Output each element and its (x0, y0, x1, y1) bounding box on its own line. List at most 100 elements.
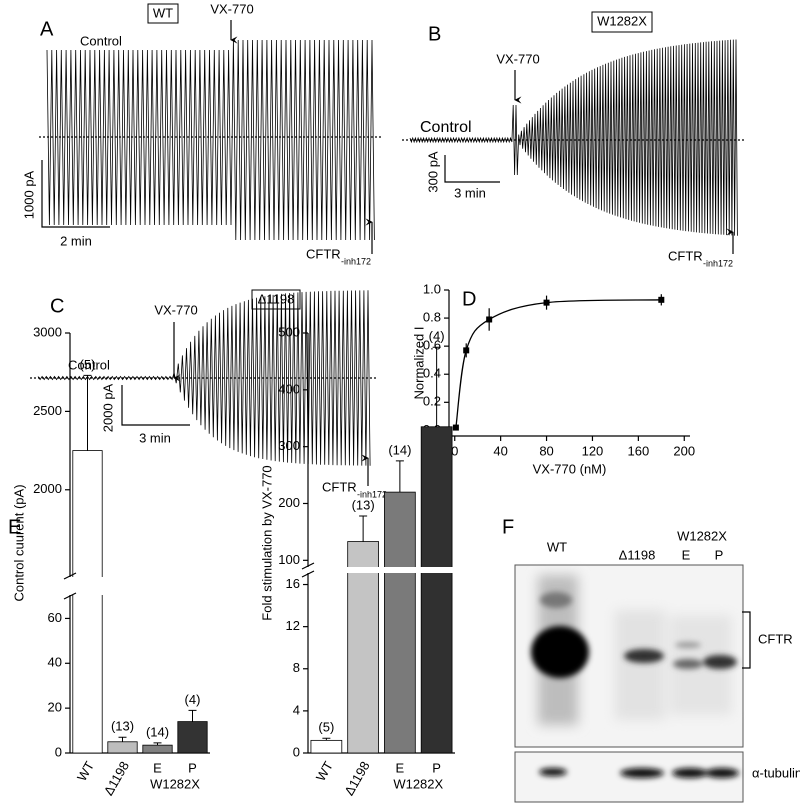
y-tick-label: 0.2 (423, 394, 441, 409)
band-label: CFTR (758, 631, 793, 646)
current-trace (409, 39, 738, 236)
trace-label: W1282X (597, 13, 647, 28)
trace-label: Δ1198 (258, 291, 295, 306)
panel-letter: B (428, 23, 441, 45)
scale-x: 2 min (60, 233, 92, 248)
scale-y: 2000 pA (100, 383, 115, 432)
error-bar (188, 709, 197, 722)
x-tick-label: P (432, 760, 441, 775)
x-tick-label: Δ1198 (341, 759, 372, 798)
scale-x: 3 min (139, 430, 171, 445)
y-tick-label: 20 (48, 700, 62, 715)
y-axis-label: Control cuurent (pA) (11, 484, 26, 601)
inhibitor-label: CFTR (322, 479, 357, 494)
lane-label: E (682, 547, 691, 562)
panel-letter: C (50, 295, 64, 317)
n-label: (14) (388, 442, 411, 457)
y-tick-label: 200 (278, 495, 300, 510)
inhibitor-sub: -inh172 (341, 256, 371, 266)
drug-label: VX-770 (496, 51, 539, 66)
y-axis-label: Fold stimulation by VX-770 (259, 465, 274, 620)
x-tick-label: 200 (673, 443, 695, 458)
inhibitor-sub: -inh172 (703, 258, 733, 268)
label-box (251, 289, 301, 310)
x-tick-label: E (396, 760, 405, 775)
point (452, 424, 459, 431)
x-tick-label: E (153, 760, 162, 775)
control-label: Control (68, 357, 110, 372)
x-tick-label: 0 (451, 443, 458, 458)
y-tick-label: 1.0 (423, 281, 441, 296)
y-tick-label: 2000 (33, 481, 62, 496)
band-label: α-tubulin (752, 765, 800, 780)
group-label: W1282X (150, 776, 200, 791)
error-bar (83, 374, 92, 451)
bracket (742, 611, 751, 669)
bar (384, 491, 416, 754)
panel-letter: E (8, 516, 21, 538)
panel-letter: A (40, 18, 54, 40)
y-tick-label: 0 (55, 744, 62, 759)
point (658, 296, 665, 303)
axis-break (300, 567, 457, 573)
y-tick-label: 2500 (33, 403, 62, 418)
point (486, 316, 493, 323)
bar (72, 450, 103, 754)
x-tick-label: 120 (582, 443, 604, 458)
n-label: (13) (111, 719, 134, 734)
bar (107, 741, 138, 754)
current-trace (46, 39, 375, 241)
bands (531, 592, 739, 778)
break-mark (301, 570, 315, 578)
y-tick-label: 3000 (33, 324, 62, 339)
n-label: (13) (352, 497, 375, 512)
lane-label: Δ1198 (619, 547, 656, 562)
y-tick-label: 400 (278, 381, 300, 396)
n-label: (4) (429, 329, 445, 344)
control-label: Control (80, 33, 122, 48)
current-trace (37, 290, 371, 466)
error-bar (359, 515, 368, 542)
lane-label: WT (547, 539, 567, 554)
drug-label: VX-770 (210, 1, 253, 16)
point (463, 347, 470, 354)
y-tick-label: 0.4 (423, 366, 441, 381)
bar (347, 541, 379, 754)
y-tick-label: 40 (48, 655, 62, 670)
bar (420, 426, 453, 754)
n-label: (14) (146, 724, 169, 739)
control-label: Control (420, 119, 472, 136)
x-tick-label: 80 (539, 443, 553, 458)
y-tick-label: 300 (278, 438, 300, 453)
label-box (591, 11, 653, 33)
lane-label: P (715, 547, 724, 562)
n-label: (5) (80, 357, 96, 372)
x-tick-label: 40 (493, 443, 507, 458)
x-axis-label: VX-770 (nM) (533, 461, 607, 476)
scale-y: 1000 pA (21, 170, 36, 219)
y-tick-label: 16 (286, 576, 300, 591)
bar (177, 721, 208, 754)
x-tick-label: WT (74, 759, 97, 784)
y-tick-label: 4 (293, 702, 300, 717)
scale-y: 300 pA (425, 151, 440, 193)
break-mark (301, 562, 315, 570)
error-bar (395, 460, 404, 493)
y-tick-label: 60 (48, 610, 62, 625)
error-bar (322, 737, 331, 741)
group-label: W1282X (677, 528, 727, 543)
inhibitor-sub: -inh172 (357, 489, 387, 499)
trace-panels: A WT VX-770 Control 1000 pA 2 min CFTR -… (21, 1, 734, 499)
error-bar (432, 346, 441, 427)
axis-break (62, 577, 212, 595)
point (543, 299, 550, 306)
western-blot: F WT Δ1198 W1282X E P CFTR α-tubulin (502, 516, 800, 803)
y-tick-label: 8 (293, 660, 300, 675)
inhibitor-label: CFTR (306, 246, 341, 261)
y-axis-label: Normalized I (411, 327, 426, 400)
break-mark (63, 572, 77, 580)
y-tick-label: 12 (286, 618, 300, 633)
x-tick-label: 160 (628, 443, 650, 458)
y-tick-label: 500 (278, 324, 300, 339)
